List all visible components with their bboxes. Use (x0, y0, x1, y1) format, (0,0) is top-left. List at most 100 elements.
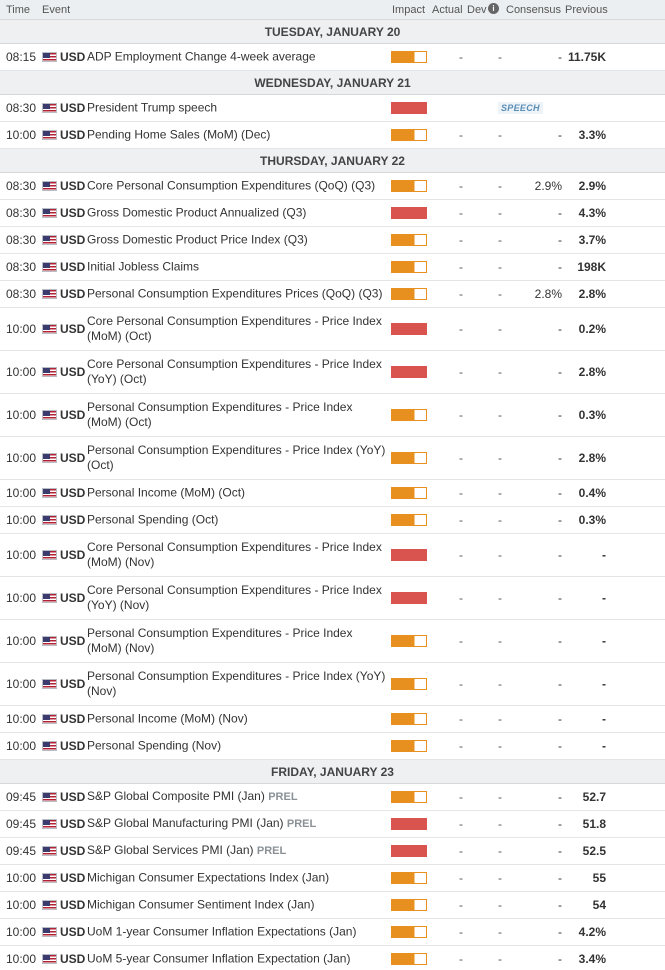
event-row[interactable]: 10:00 USD UoM 1-year Consumer Inflation Ex… (0, 919, 665, 946)
event-name-text: UoM 1-year Consumer Inflation Expectatio… (87, 924, 357, 939)
event-name[interactable]: Core Personal Consumption Expenditures -… (87, 357, 387, 387)
event-time: 08:30 (6, 206, 37, 220)
event-consensus: - (558, 591, 562, 605)
event-currency: USD (60, 233, 86, 247)
header-event[interactable]: Event (42, 4, 71, 16)
event-previous: 3.4% (578, 952, 606, 966)
event-name[interactable]: Core Personal Consumption Expenditures -… (87, 583, 387, 613)
event-name[interactable]: Gross Domestic Product Annualized (Q3) (87, 206, 387, 221)
us-flag-icon (42, 235, 57, 245)
event-name[interactable]: Personal Income (MoM) (Nov) (87, 712, 387, 727)
event-row[interactable]: 08:30 USD President Trump speech SPEECH (0, 95, 665, 122)
event-dev: - (498, 486, 502, 500)
event-name-text: Core Personal Consumption Expenditures -… (87, 357, 382, 386)
event-name[interactable]: Michigan Consumer Sentiment Index (Jan) (87, 898, 387, 913)
event-consensus: - (558, 844, 562, 858)
event-previous: 2.8% (578, 287, 606, 301)
header-consensus[interactable]: Consensus (506, 4, 562, 16)
event-name[interactable]: Personal Spending (Oct) (87, 513, 387, 528)
day-header: FRIDAY, JANUARY 23 (0, 760, 665, 784)
us-flag-icon (42, 741, 57, 751)
event-row[interactable]: 10:00 USD Core Personal Consumption Expend… (0, 308, 665, 351)
event-row[interactable]: 08:30 USD Gross Domestic Product Annualize… (0, 200, 665, 227)
event-name[interactable]: President Trump speech (87, 101, 387, 116)
event-row[interactable]: 10:00 USD Personal Consumption Expenditure… (0, 663, 665, 706)
impact-medium-bar (391, 678, 427, 690)
event-name[interactable]: Core Personal Consumption Expenditures -… (87, 314, 387, 344)
event-name[interactable]: Personal Consumption Expenditures Prices… (87, 287, 387, 302)
event-name[interactable]: Initial Jobless Claims (87, 260, 387, 275)
event-name[interactable]: S&P Global Manufacturing PMI (Jan) PREL (87, 816, 387, 832)
event-previous: - (602, 677, 606, 691)
event-actual: - (459, 451, 463, 465)
event-name[interactable]: UoM 1-year Consumer Inflation Expectatio… (87, 925, 387, 940)
event-consensus: - (558, 486, 562, 500)
event-row[interactable]: 09:45 USD S&P Global Composite PMI (Jan) P… (0, 784, 665, 811)
header-time[interactable]: Time (6, 4, 31, 16)
event-row[interactable]: 10:00 USD Personal Consumption Expenditure… (0, 620, 665, 663)
event-name[interactable]: Personal Consumption Expenditures - Pric… (87, 626, 387, 656)
event-name[interactable]: Personal Consumption Expenditures - Pric… (87, 400, 387, 430)
event-row[interactable]: 08:15 USD ADP Employment Change 4-week ave… (0, 44, 665, 71)
event-name[interactable]: Pending Home Sales (MoM) (Dec) (87, 128, 387, 143)
event-consensus: - (558, 513, 562, 527)
event-name[interactable]: ADP Employment Change 4-week average (87, 50, 387, 65)
event-row[interactable]: 10:00 USD Personal Income (MoM) (Nov) - - - - (0, 706, 665, 733)
event-currency: USD (60, 790, 86, 804)
event-row[interactable]: 10:00 USD Personal Spending (Oct) - - - 0.3% (0, 507, 665, 534)
event-name[interactable]: Core Personal Consumption Expenditures -… (87, 540, 387, 570)
event-previous: 51.8 (582, 817, 606, 831)
event-row[interactable]: 10:00 USD Personal Consumption Expenditure… (0, 437, 665, 480)
event-actual: - (459, 260, 463, 274)
event-row[interactable]: 10:00 USD Personal Spending (Nov) - - - - (0, 733, 665, 760)
event-time: 10:00 (6, 739, 37, 753)
header-impact[interactable]: Impact (392, 4, 426, 16)
header-previous[interactable]: Previous (565, 4, 608, 16)
flag-canton (43, 637, 50, 642)
event-name-text: Michigan Consumer Sentiment Index (Jan) (87, 897, 315, 912)
us-flag-icon (42, 208, 57, 218)
event-consensus: - (558, 408, 562, 422)
event-name[interactable]: Gross Domestic Product Price Index (Q3) (87, 233, 387, 248)
event-name[interactable]: Personal Spending (Nov) (87, 739, 387, 754)
us-flag-icon (42, 927, 57, 937)
event-row[interactable]: 10:00 USD Core Personal Consumption Expend… (0, 577, 665, 620)
event-name[interactable]: Personal Income (MoM) (Oct) (87, 486, 387, 501)
event-row[interactable]: 09:45 USD S&P Global Manufacturing PMI (Ja… (0, 811, 665, 838)
event-row[interactable]: 10:00 USD Personal Consumption Expenditure… (0, 394, 665, 437)
event-time: 09:45 (6, 790, 37, 804)
event-name[interactable]: UoM 5-year Consumer Inflation Expectatio… (87, 952, 387, 967)
event-row[interactable]: 09:45 USD S&P Global Services PMI (Jan) PR… (0, 838, 665, 865)
flag-canton (43, 742, 50, 747)
event-row[interactable]: 10:00 USD Core Personal Consumption Expend… (0, 534, 665, 577)
header-dev[interactable]: Dev (467, 4, 487, 16)
event-row[interactable]: 10:00 USD Pending Home Sales (MoM) (Dec) - -… (0, 122, 665, 149)
event-name[interactable]: S&P Global Composite PMI (Jan) PREL (87, 789, 387, 805)
impact-medium-bar (391, 129, 427, 141)
event-consensus: 2.8% (534, 287, 562, 301)
event-row[interactable]: 08:30 USD Core Personal Consumption Expend… (0, 173, 665, 200)
event-consensus: - (558, 451, 562, 465)
event-row[interactable]: 08:30 USD Initial Jobless Claims - - - 198K (0, 254, 665, 281)
event-row[interactable]: 10:00 USD Personal Income (MoM) (Oct) - - - 0.… (0, 480, 665, 507)
event-row[interactable]: 08:30 USD Gross Domestic Product Price Ind… (0, 227, 665, 254)
event-row[interactable]: 10:00 USD Michigan Consumer Expectations I… (0, 865, 665, 892)
event-row[interactable]: 10:00 USD Michigan Consumer Sentiment Inde… (0, 892, 665, 919)
impact-high-bar (391, 207, 427, 219)
info-icon[interactable]: i (488, 3, 499, 14)
event-name[interactable]: Personal Consumption Expenditures - Pric… (87, 443, 387, 473)
event-row[interactable]: 10:00 USD Core Personal Consumption Expend… (0, 351, 665, 394)
header-actual[interactable]: Actual (432, 4, 463, 16)
event-row[interactable]: 10:00 USD UoM 5-year Consumer Inflation Ex… (0, 946, 665, 970)
impact-medium-bar (391, 409, 427, 421)
event-consensus: - (558, 50, 562, 64)
event-row[interactable]: 08:30 USD Personal Consumption Expenditure… (0, 281, 665, 308)
event-consensus: - (558, 925, 562, 939)
event-name[interactable]: Michigan Consumer Expectations Index (Ja… (87, 871, 387, 886)
event-name[interactable]: S&P Global Services PMI (Jan) PREL (87, 843, 387, 859)
event-currency: USD (60, 925, 86, 939)
event-name[interactable]: Personal Consumption Expenditures - Pric… (87, 669, 387, 699)
event-name[interactable]: Core Personal Consumption Expenditures (… (87, 179, 387, 194)
event-dev: - (498, 952, 502, 966)
us-flag-icon (42, 103, 57, 113)
